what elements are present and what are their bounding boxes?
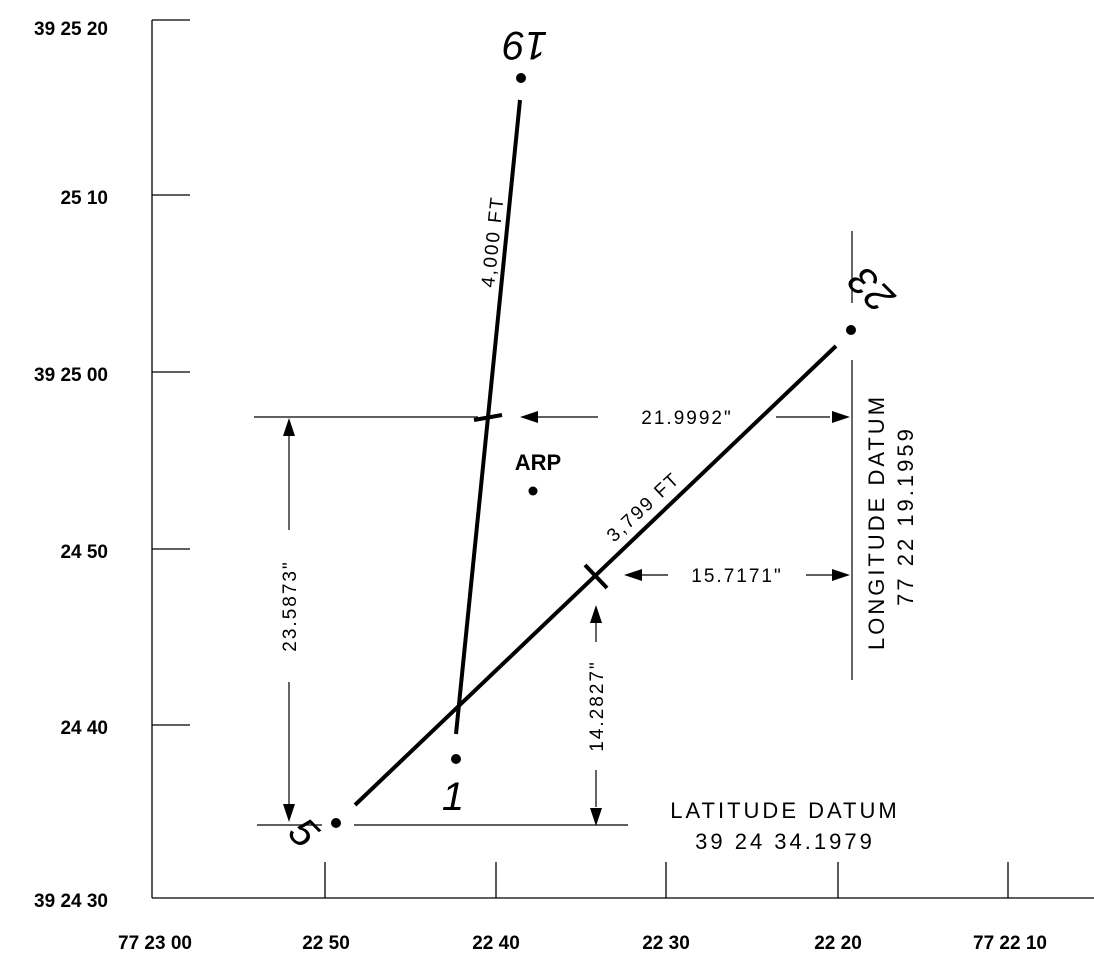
y-tick-label: 39 25 00 [34,365,108,386]
runway-23-end-marker [846,325,856,335]
y-tick-label: 25 10 [60,188,108,209]
y-tick-label: 39 24 30 [34,891,108,912]
runway-19-1-midpoint-tick [473,413,503,422]
dimension-left-vertical [283,418,295,822]
dimension-mid-vertical-label: 14.2827" [587,660,608,751]
y-tick-label: 24 40 [60,718,108,739]
runway-1-label: 1 [442,775,464,819]
y-tick-label: 39 25 20 [34,19,108,40]
arp-label: ARP [515,450,561,475]
x-axis-ticks [324,862,1009,898]
dimension-mid-horizontal-label: 15.7171" [691,566,782,587]
x-tick-label: 22 40 [472,933,520,954]
latitude-datum-value: 39 24 34.1979 [695,829,875,854]
runway-5-23-midpoint-tick [583,563,609,590]
x-tick-label: 22 30 [642,933,690,954]
dimension-mid-horizontal [624,569,850,581]
x-tick-label: 77 23 00 [118,933,192,954]
runway-19-end-marker [516,73,526,83]
runway-23-label: 23 [841,258,904,321]
runway-1-end-marker [451,754,461,764]
dimension-top-horizontal [520,411,850,423]
y-axis-ticks [152,19,190,726]
runway-19-label: 19 [503,23,548,67]
runway-5-23-length-label: 3,799 FT [603,469,685,547]
runway-5-label: 5 [280,809,327,856]
runway-5-end-marker [331,818,341,828]
dimension-mid-vertical [590,605,602,826]
longitude-datum-value: 77 22 19.1959 [893,426,918,606]
dimension-left-vertical-label: 23.5873" [280,560,301,651]
arp-marker [528,486,538,496]
x-tick-label: 77 22 10 [973,933,1047,954]
y-tick-label: 24 50 [60,542,108,563]
latitude-datum-title: LATITUDE DATUM [670,798,899,823]
x-tick-label: 22 50 [302,933,350,954]
longitude-datum-title: LONGITUDE DATUM [864,394,889,650]
x-tick-label: 22 20 [814,933,862,954]
dimension-top-horizontal-label: 21.9992" [641,408,732,429]
